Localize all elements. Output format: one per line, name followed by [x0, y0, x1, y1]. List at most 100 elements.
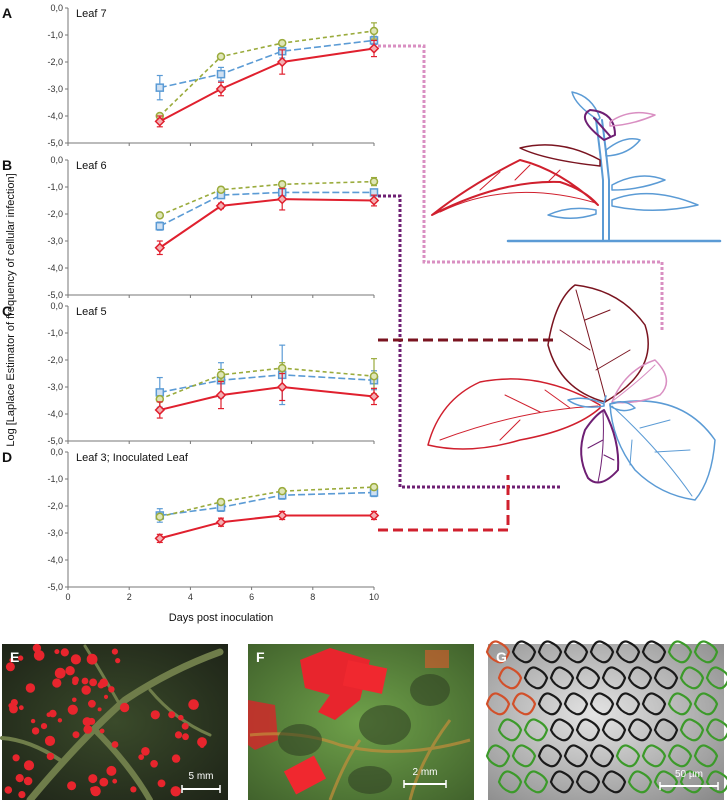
infection-focus [44, 735, 56, 747]
epidermal-cell [693, 640, 719, 664]
blue-leaf-top [609, 400, 716, 501]
epidermal-cell [693, 692, 719, 716]
data-point [368, 195, 380, 206]
data-point [155, 83, 165, 92]
infection-focus [141, 747, 150, 756]
blue-leaf-right [611, 192, 699, 211]
leaf6-top [580, 409, 620, 484]
y-tick-label: -2,0 [47, 57, 63, 67]
infection-focus [31, 727, 40, 735]
x-tick-label: 2 [127, 592, 132, 602]
series-line-0 [159, 486, 375, 518]
infection-focus [182, 733, 189, 741]
data-point [154, 533, 166, 544]
infection-focus [40, 723, 48, 730]
blue-leaf-left [547, 207, 597, 219]
y-tick-label: -2,0 [47, 209, 63, 219]
y-tick-label: 0,0 [50, 155, 63, 165]
data-point [216, 69, 226, 79]
infection-focus [150, 760, 158, 768]
photo-E-infection-foci [4, 643, 207, 799]
data-point [368, 43, 380, 54]
leaf3-side [431, 159, 599, 216]
photo-G-epidermal-cells [485, 640, 727, 794]
infection-focus [168, 711, 176, 719]
infection-focus [119, 702, 130, 713]
y-tick-label: -5,0 [47, 582, 63, 592]
chart-panel-C: C Leaf 5 0,0 -1,0 -2,0 -3,0 -4,0 -5,0 [2, 301, 380, 446]
epidermal-cell [563, 640, 589, 664]
infection-focus [181, 722, 189, 730]
epidermal-cell [589, 692, 615, 716]
infection-focus [108, 686, 115, 693]
infection-focus [33, 650, 45, 661]
data-point [369, 371, 379, 381]
infection-focus [30, 718, 36, 724]
panel-letter-C: C [2, 303, 12, 319]
photo-E-letter: E [10, 649, 19, 665]
y-tick-label: -5,0 [47, 436, 63, 446]
infection-focus [178, 714, 184, 721]
epidermal-cell [485, 692, 511, 716]
panel-letter-D: D [2, 449, 12, 465]
infection-focus [32, 643, 42, 653]
data-point [277, 486, 287, 496]
infection-focus [81, 685, 91, 695]
y-tick-label: -1,0 [47, 30, 63, 40]
photo-G-scale: 50 µm [675, 769, 703, 780]
data-point [216, 370, 226, 380]
epidermal-cell [511, 640, 537, 664]
epidermal-cell [615, 692, 641, 716]
infection-focus [99, 728, 105, 734]
epidermal-cell [485, 640, 511, 664]
y-tick-label: 0,0 [50, 301, 63, 311]
infection-focus [188, 699, 199, 710]
infection-focus [17, 655, 24, 661]
panel-title-A: Leaf 7 [76, 8, 107, 20]
infection-focus [72, 697, 77, 703]
leaf6-top-veins [587, 411, 615, 483]
infection-focus [70, 654, 81, 665]
infection-focus [18, 791, 26, 799]
epidermal-cell [537, 744, 563, 768]
leaf5-side [519, 144, 601, 167]
data-point [216, 497, 226, 507]
epidermal-cell [627, 718, 653, 742]
epidermal-cell [679, 718, 705, 742]
photo-E-scale: 5 mm [189, 771, 214, 782]
epidermal-cell [523, 718, 549, 742]
infection-focus [4, 786, 13, 794]
series-line-2 [159, 514, 374, 540]
epidermal-cell [641, 640, 667, 664]
y-tick-label: -3,0 [47, 84, 63, 94]
chart-panels: A Leaf 7 0,0 -1,0 -2,0 -3,0 -4,0 -5,0 B Leaf 6 0,0… [2, 3, 380, 602]
leaf3-veins [439, 164, 597, 213]
series-line-0 [159, 30, 375, 117]
connector-leaf3 [378, 475, 510, 532]
leaf6-side [583, 109, 616, 141]
y-tick-label: -5,0 [47, 138, 63, 148]
data-point [368, 510, 380, 521]
y-tick-label: -3,0 [47, 236, 63, 246]
leaf7-top [611, 359, 668, 404]
epidermal-cell [589, 744, 615, 768]
infection-focus [60, 648, 69, 657]
data-point [369, 177, 379, 186]
data-point [277, 38, 287, 48]
x-tick-label: 0 [65, 592, 70, 602]
epidermal-cell [511, 744, 537, 768]
epidermal-cell [667, 744, 693, 768]
infection-focus [90, 786, 101, 797]
data-point [276, 193, 288, 205]
infection-focus [46, 752, 55, 761]
leaf5-top [547, 284, 649, 403]
data-point [276, 381, 288, 393]
series-line-2 [159, 47, 375, 123]
photo-F-letter: F [256, 649, 265, 665]
epidermal-cell [497, 666, 523, 690]
data-point [155, 388, 165, 397]
infection-focus [5, 662, 15, 672]
chart-panel-D: D Leaf 3; Inoculated Leaf 0,0 -1,0 -2,0 -3,0 -… [2, 447, 380, 602]
epidermal-cell [497, 718, 523, 742]
epidermal-cell [549, 770, 575, 794]
